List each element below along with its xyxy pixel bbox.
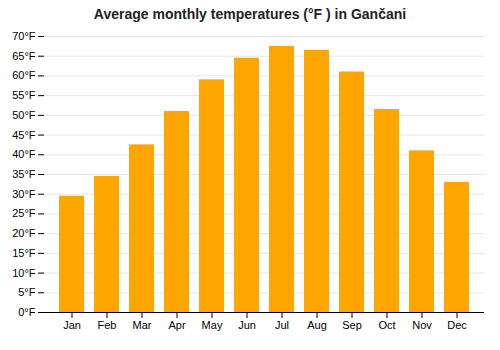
svg-text:Apr: Apr (168, 319, 185, 331)
svg-text:Dec: Dec (447, 319, 467, 331)
svg-text:May: May (202, 319, 223, 331)
svg-text:55°F: 55°F (12, 89, 36, 101)
svg-text:Jun: Jun (238, 319, 256, 331)
svg-text:35°F: 35°F (12, 168, 36, 180)
svg-text:Aug: Aug (307, 319, 327, 331)
svg-text:65°F: 65°F (12, 50, 36, 62)
svg-text:Jan: Jan (63, 319, 81, 331)
svg-text:5°F: 5°F (18, 286, 36, 298)
svg-text:10°F: 10°F (12, 267, 36, 279)
svg-text:45°F: 45°F (12, 129, 36, 141)
svg-text:20°F: 20°F (12, 227, 36, 239)
svg-text:Nov: Nov (412, 319, 432, 331)
svg-text:Mar: Mar (133, 319, 152, 331)
svg-text:40°F: 40°F (12, 148, 36, 160)
svg-text:30°F: 30°F (12, 188, 36, 200)
svg-text:Sep: Sep (342, 319, 362, 331)
svg-text:Jul: Jul (275, 319, 289, 331)
svg-text:0°F: 0°F (18, 306, 36, 318)
svg-text:Oct: Oct (378, 319, 395, 331)
html-text:Average monthly temperatures (: Average monthly temperatures (°F ) in Ga… (93, 6, 407, 22)
svg-text:60°F: 60°F (12, 69, 36, 81)
svg-text:Feb: Feb (98, 319, 117, 331)
svg-text:50°F: 50°F (12, 109, 36, 121)
svg-text:15°F: 15°F (12, 247, 36, 259)
svg-text:70°F: 70°F (12, 30, 36, 42)
svg-text:25°F: 25°F (12, 207, 36, 219)
